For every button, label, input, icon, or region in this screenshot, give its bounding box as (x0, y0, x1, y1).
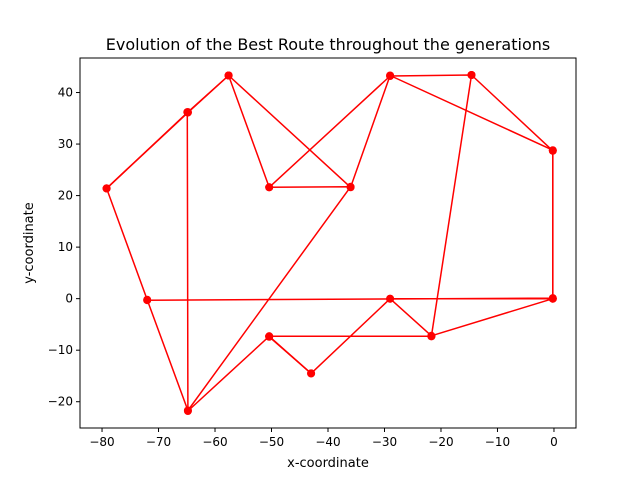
y-tick-label: 40 (58, 86, 73, 100)
route-point (548, 146, 557, 155)
y-tick-label: 10 (58, 240, 73, 254)
route-point (143, 296, 152, 305)
x-tick-label: −60 (202, 435, 227, 449)
route-point (265, 332, 274, 341)
y-axis-label: y-coordinate (22, 202, 37, 284)
x-tick-label: −10 (485, 435, 510, 449)
route-point (467, 71, 476, 79)
route-point (427, 332, 436, 341)
plot-area (102, 71, 557, 415)
y-tick-label: −20 (48, 395, 73, 409)
y-tick-label: −10 (48, 343, 73, 357)
y-tick-label: 30 (58, 137, 73, 151)
chart-title: Evolution of the Best Route throughout t… (106, 35, 550, 54)
route-point (346, 183, 355, 192)
x-axis-label: x-coordinate (287, 456, 369, 471)
x-tick-label: −70 (146, 435, 171, 449)
route-point (224, 71, 233, 80)
route-point (548, 294, 557, 303)
y-tick-label: 0 (65, 292, 73, 306)
route-point (265, 183, 274, 192)
x-tick-label: 0 (550, 435, 558, 449)
x-tick-label: −80 (89, 435, 114, 449)
route-point (307, 369, 316, 378)
route-line-7 (268, 336, 312, 374)
route-point (102, 184, 111, 193)
y-axis: −20 −10 0 10 20 30 40 (48, 86, 80, 409)
x-axis: −80 −70 −60 −50 −40 −30 −20 −10 0 (89, 428, 558, 449)
x-tick-label: −30 (372, 435, 397, 449)
y-tick-label: 20 (58, 189, 73, 203)
x-tick-label: −40 (315, 435, 340, 449)
route-point (386, 72, 395, 80)
route-line-5 (430, 74, 473, 337)
route-point (183, 407, 192, 415)
x-tick-label: −20 (428, 435, 453, 449)
x-tick-label: −50 (259, 435, 284, 449)
route-point (183, 108, 192, 117)
route-point (386, 294, 395, 303)
